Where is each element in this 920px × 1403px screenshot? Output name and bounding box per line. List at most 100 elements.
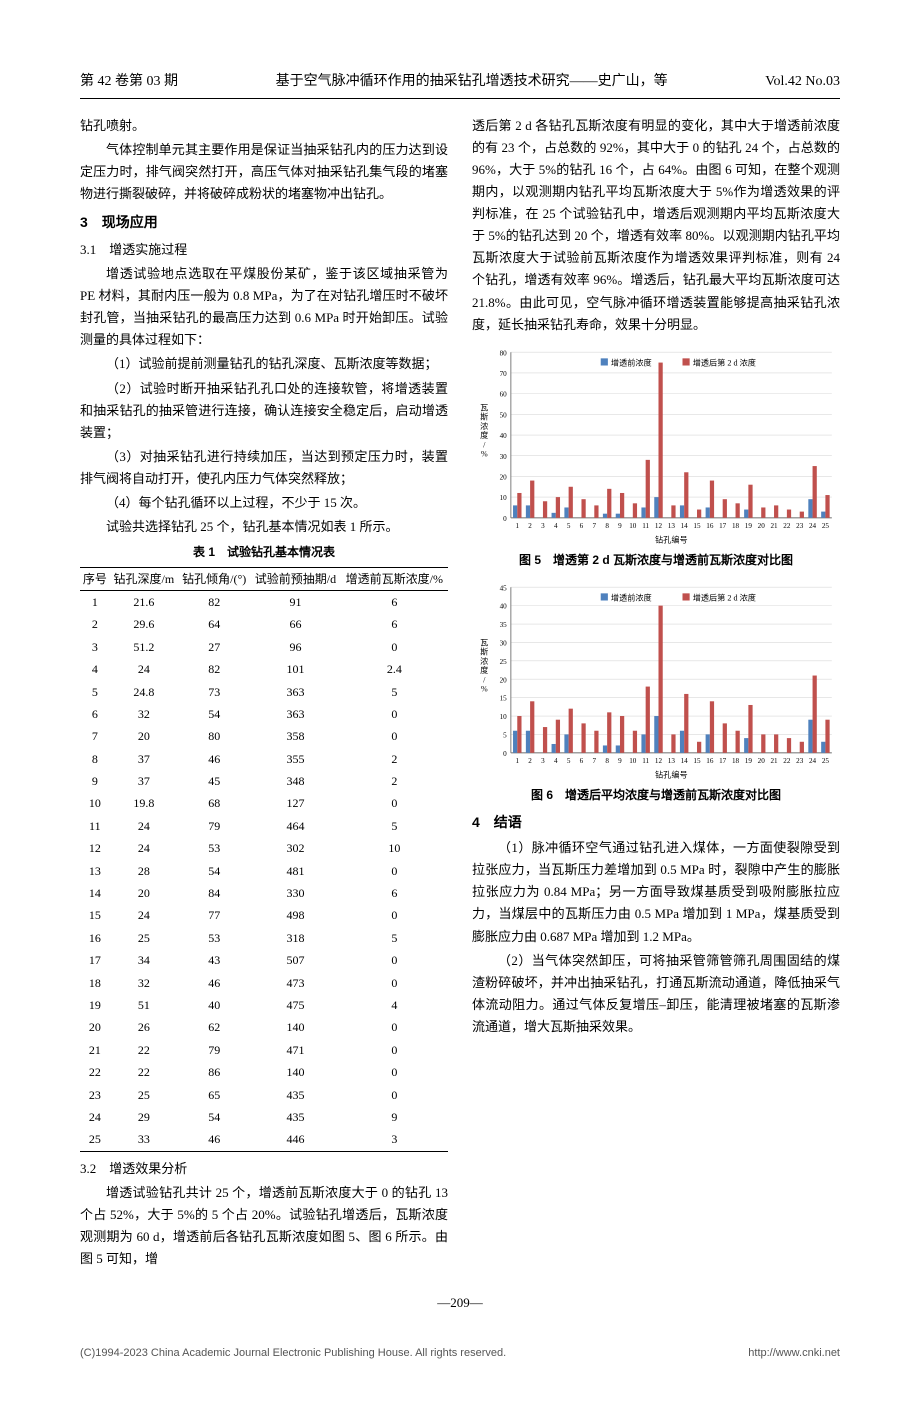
svg-text:14: 14 [681,757,689,765]
table1-caption: 表 1 试验钻孔基本情况表 [80,542,448,562]
svg-text:35: 35 [500,621,508,629]
svg-text:13: 13 [668,522,676,530]
svg-text:60: 60 [500,390,508,398]
list-item: （4）每个钻孔循环以上过程，不少于 15 次。 [80,492,448,514]
table-cell: 5 [341,681,448,703]
page-footer: (C)1994-2023 China Academic Journal Elec… [80,1344,840,1363]
table-cell: 37 [110,770,178,792]
table-row: 1734435070 [80,949,448,971]
page-number: —209— [80,1292,840,1314]
table-row: 2122794710 [80,1039,448,1061]
table-cell: 80 [178,725,250,747]
table-cell: 101 [250,658,340,680]
table-cell: 28 [110,860,178,882]
table-cell: 0 [341,904,448,926]
table-cell: 0 [341,949,448,971]
table-cell: 140 [250,1061,340,1083]
svg-text:20: 20 [500,473,508,481]
table-cell: 10 [341,837,448,859]
svg-text:23: 23 [796,757,804,765]
conclusion-1: （1）脉冲循环空气通过钻孔进入煤体，一方面使裂隙受到拉张应力，当瓦斯压力差增加到… [472,837,840,947]
table-cell: 22 [80,1061,110,1083]
table-cell: 4 [80,658,110,680]
para: 增透试验钻孔共计 25 个，增透前瓦斯浓度大于 0 的钻孔 13 个占 52%，… [80,1182,448,1270]
table-cell: 464 [250,815,340,837]
table-cell: 471 [250,1039,340,1061]
table-row: 1832464730 [80,972,448,994]
table-cell: 79 [178,1039,250,1061]
table-cell: 14 [80,882,110,904]
table-cell: 46 [178,1128,250,1151]
svg-text:1: 1 [515,757,519,765]
table-cell: 348 [250,770,340,792]
table-cell: 475 [250,994,340,1016]
svg-text:度: 度 [480,665,488,675]
svg-text:0: 0 [503,749,507,757]
table-cell: 481 [250,860,340,882]
table-row: 2222861400 [80,1061,448,1083]
table-cell: 435 [250,1084,340,1106]
table-row: 1019.8681270 [80,792,448,814]
table-cell: 24 [80,1106,110,1128]
svg-text:21: 21 [770,522,778,530]
table-cell: 0 [341,636,448,658]
table-cell: 20 [110,725,178,747]
table-cell: 3 [80,636,110,658]
figure5-caption: 图 5 增透第 2 d 瓦斯浓度与增透前瓦斯浓度对比图 [472,550,840,570]
footer-right: http://www.cnki.net [748,1344,840,1363]
table-cell: 473 [250,972,340,994]
table-cell: 24 [110,837,178,859]
table-cell: 24 [110,658,178,680]
table-cell: 0 [341,703,448,725]
table-cell: 24 [110,904,178,926]
table-cell: 19.8 [110,792,178,814]
table-cell: 2.4 [341,658,448,680]
svg-text:6: 6 [580,757,584,765]
svg-text:11: 11 [642,522,649,530]
table-cell: 507 [250,949,340,971]
table-row: 1951404754 [80,994,448,1016]
svg-text:9: 9 [618,522,622,530]
table-row: 121.682916 [80,590,448,613]
svg-text:18: 18 [732,522,740,530]
table-cell: 84 [178,882,250,904]
page-header: 第 42 卷第 03 期 基于空气脉冲循环作用的抽采钻孔增透技术研究——史广山，… [80,70,840,99]
table-cell: 21 [80,1039,110,1061]
figure6: 0510152025303540451234567891011121314151… [472,577,840,806]
svg-text:18: 18 [732,757,740,765]
table-row: 524.8733635 [80,681,448,703]
table-cell: 3 [341,1128,448,1151]
table-cell: 25 [110,927,178,949]
list-item: （3）对抽采钻孔进行持续加压，当达到预定压力时，装置排气阀将自动打开，使孔内压力… [80,446,448,490]
svg-text:22: 22 [783,522,791,530]
table-cell: 302 [250,837,340,859]
svg-text:瓦: 瓦 [480,638,488,647]
figure5: 0102030405060708012345678910111213141516… [472,342,840,571]
table-cell: 0 [341,1016,448,1038]
table-cell: 86 [178,1061,250,1083]
svg-text:12: 12 [655,757,663,765]
svg-text:20: 20 [500,676,508,684]
section-4-heading: 4 结语 [472,811,840,835]
svg-text:11: 11 [642,757,649,765]
table-row: 937453482 [80,770,448,792]
table-cell: 96 [250,636,340,658]
table-row: 351.227960 [80,636,448,658]
table-cell: 68 [178,792,250,814]
svg-text:25: 25 [500,657,508,665]
main-columns: 钻孔喷射。 气体控制单元其主要作用是保证当抽采钻孔内的压力达到设定压力时，排气阀… [80,115,840,1272]
svg-text:17: 17 [719,757,727,765]
table-cell: 15 [80,904,110,926]
svg-text:30: 30 [500,639,508,647]
table-cell: 43 [178,949,250,971]
table-cell: 33 [110,1128,178,1151]
svg-text:3: 3 [541,757,545,765]
svg-text:9: 9 [618,757,622,765]
header-left: 第 42 卷第 03 期 [80,70,178,94]
svg-text:2: 2 [528,522,532,530]
table-cell: 18 [80,972,110,994]
table-cell: 46 [178,748,250,770]
table-cell: 26 [110,1016,178,1038]
section-3-2-heading: 3.2 增透效果分析 [80,1158,448,1180]
table-cell: 0 [341,792,448,814]
